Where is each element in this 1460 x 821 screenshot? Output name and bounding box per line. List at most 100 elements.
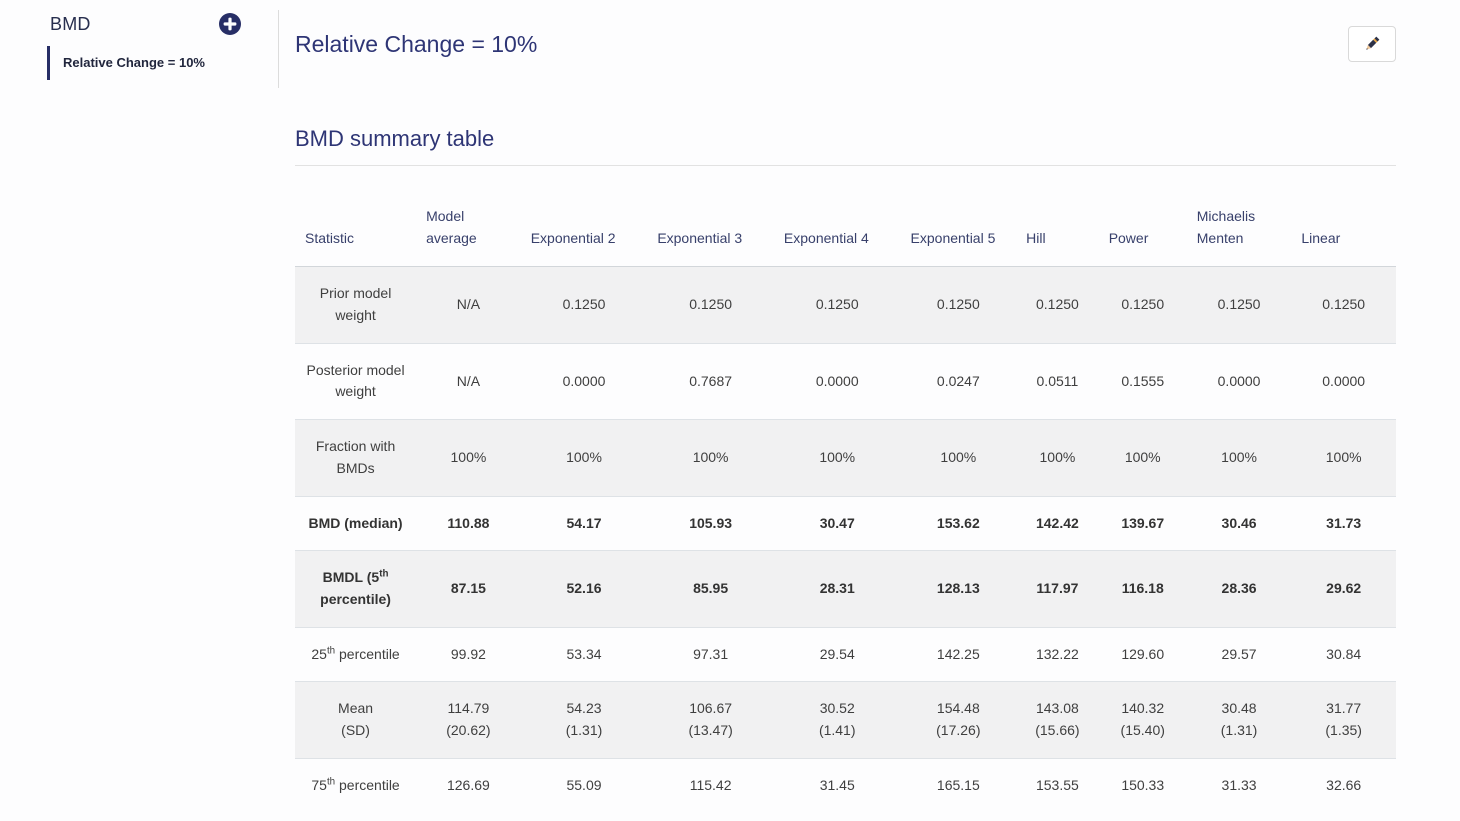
row-label: Posterior model weight: [295, 342, 417, 420]
cell: 143.08 (15.66): [1016, 681, 1099, 759]
cell: N/A: [416, 342, 521, 420]
main-content: Relative Change = 10% BMD summary t: [278, 0, 1460, 821]
cell: 30.84: [1291, 626, 1396, 682]
cell: 100%: [1186, 419, 1292, 496]
row-label: Mean (SD): [295, 681, 417, 759]
cell: 0.1250: [689, 296, 733, 313]
table-row: BMD (median) 110.88 54.17 105.93 30.47 153.62…: [295, 495, 1396, 551]
cell: 30.47: [773, 495, 901, 551]
column-header: Statistic: [295, 186, 417, 268]
cell: 100%: [1016, 419, 1099, 496]
column-header: Hill: [1016, 186, 1099, 268]
cell: 54.17: [520, 495, 648, 551]
cell: N/A: [456, 296, 481, 313]
cell: 100%: [520, 419, 648, 496]
cell: 32.66: [1291, 757, 1396, 813]
sidebar-header: BMD: [0, 12, 278, 36]
column-header: Exponential 5: [900, 186, 1017, 268]
cell: 0.1250: [1035, 296, 1079, 313]
cell: 142.42: [1016, 495, 1099, 551]
sidebar-item-relative-change[interactable]: Relative Change = 10%: [47, 46, 278, 80]
cell: 0.1250: [1217, 296, 1261, 313]
cell: 99.92: [416, 626, 521, 682]
cell: 110.88: [416, 495, 521, 551]
cell: 100%: [1098, 419, 1187, 496]
row-label: BMDL (5th percentile): [295, 550, 417, 628]
cell: 0.0000: [1186, 342, 1292, 420]
cell: 87.15: [416, 550, 521, 628]
row-label: Prior model weight: [319, 285, 392, 324]
cell: 116.18: [1098, 550, 1187, 628]
cell: 115.42: [647, 757, 774, 813]
column-header: Linear: [1291, 186, 1396, 268]
cell: 31.45: [773, 757, 901, 813]
pencil-icon: [1363, 35, 1381, 53]
table-row: 75th percentile 126.69 55.09 115.42 31.45 165…: [295, 757, 1396, 813]
cell: 139.67: [1098, 495, 1187, 551]
cell: 0.1250: [562, 296, 606, 313]
table-row: Prior model weight N/A 0.1250 0.1250 0.1250 0…: [295, 266, 1396, 344]
cell: 85.95: [647, 550, 774, 628]
cell: 114.79 (20.62): [416, 681, 521, 759]
cell: 0.0000: [1291, 342, 1396, 420]
cell: 100%: [773, 419, 901, 496]
cell: 126.69: [416, 757, 521, 813]
cell: 106.67 (13.47): [647, 681, 774, 759]
cell: 140.32 (15.40): [1098, 681, 1187, 759]
cell: 28.31: [773, 550, 901, 628]
cell: 117.97: [1016, 550, 1099, 628]
column-header: Exponential 4: [773, 186, 901, 268]
column-header: Model average: [416, 186, 521, 268]
cell: 165.15: [900, 757, 1017, 813]
cell: 153.62: [900, 495, 1017, 551]
option-header: Relative Change = 10%: [295, 26, 1396, 62]
cell: 31.77 (1.35): [1291, 681, 1396, 759]
edit-option-button[interactable]: [1348, 26, 1396, 62]
sidebar-divider: [278, 10, 279, 88]
table-row: Posterior model weight N/A 0.0000 0.7687 0.0…: [295, 342, 1396, 420]
cell: 128.13: [900, 550, 1017, 628]
cell: 31.33: [1186, 757, 1292, 813]
sidebar-item-label: Relative Change = 10%: [63, 55, 205, 70]
section-title: BMD summary table: [295, 126, 495, 151]
cell: 31.73: [1291, 495, 1396, 551]
column-header: Power: [1098, 186, 1187, 268]
table-header-row: Statistic Model average Exponential 2 Expon…: [295, 186, 1396, 268]
cell: 52.16: [520, 550, 648, 628]
cell: 0.0000: [773, 342, 901, 420]
cell: 0.0511: [1016, 342, 1099, 420]
cell: 0.0000: [520, 342, 648, 420]
row-label: 75th percentile: [295, 757, 417, 813]
row-label: 25th percentile: [295, 626, 417, 682]
cell: 105.93: [647, 495, 774, 551]
cell: 54.23 (1.31): [520, 681, 648, 759]
section-divider: [295, 165, 1396, 166]
cell: 0.1250: [936, 296, 980, 313]
cell: 30.52 (1.41): [773, 681, 901, 759]
page-title: Relative Change = 10%: [295, 30, 538, 57]
cell: 29.57: [1186, 626, 1292, 682]
column-header: Exponential 2: [520, 186, 648, 268]
cell: 0.1250: [1322, 296, 1366, 313]
cell: 28.36: [1186, 550, 1292, 628]
cell: 0.0247: [900, 342, 1017, 420]
row-label: BMD (median): [295, 495, 417, 551]
add-option-button[interactable]: [218, 12, 242, 36]
row-label: Fraction with BMDs: [295, 419, 417, 496]
cell: 0.1250: [815, 296, 859, 313]
cell: 100%: [900, 419, 1017, 496]
cell: 100%: [647, 419, 774, 496]
column-header: Michaelis Menten: [1186, 186, 1292, 268]
sidebar: BMD Relative Change = 10%: [0, 0, 278, 821]
bmd-summary-table: Statistic Model average Exponential 2 Expon…: [295, 186, 1396, 813]
cell: 30.46: [1186, 495, 1292, 551]
table-row: 25th percentile 99.92 53.34 97.31 29.54 142.2…: [295, 626, 1396, 682]
cell: 0.7687: [647, 342, 774, 420]
cell: 0.1250: [1121, 296, 1165, 313]
table-row: Mean (SD) 114.79 (20.62) 54.23 (1.31) 106.67 (1…: [295, 681, 1396, 759]
cell: 55.09: [520, 757, 648, 813]
cell: 0.1555: [1098, 342, 1187, 420]
cell: 29.54: [773, 626, 901, 682]
plus-icon: [218, 12, 242, 36]
cell: 154.48 (17.26): [900, 681, 1017, 759]
